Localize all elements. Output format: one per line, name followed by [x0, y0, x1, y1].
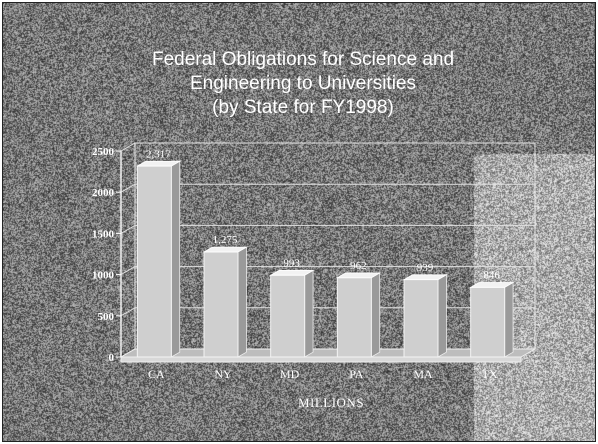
- bar-md: 993: [269, 257, 315, 358]
- y-axis-ticks: 0 500 1000 1500 2000 2500: [92, 146, 121, 364]
- bar-front: [203, 251, 239, 358]
- bar-top: [335, 272, 382, 279]
- bar-side: [304, 269, 314, 358]
- data-label: 993: [283, 257, 300, 269]
- bar-ma: 939: [402, 262, 448, 358]
- bars: 2,317 1,275 993 962 939 846: [135, 148, 515, 358]
- data-label: 2,317: [146, 148, 171, 160]
- x-axis-categories: CA NY MD PA MA TX: [148, 367, 498, 381]
- bar-ny: 1,275: [202, 234, 248, 358]
- bar-top: [135, 160, 182, 167]
- bar-pa: 962: [335, 260, 382, 358]
- gridline-side: [120, 142, 136, 152]
- bar-front: [336, 277, 372, 358]
- bar-front: [403, 279, 439, 358]
- data-label: 962: [350, 260, 367, 272]
- gridline-side: [120, 307, 136, 317]
- y-tick-label: 1500: [92, 228, 115, 240]
- chart-title-line: Engineering to Universities: [190, 73, 416, 94]
- chart-title-line: (by State for FY1998): [212, 97, 394, 118]
- background-texture: [3, 3, 595, 441]
- bar-side: [437, 274, 447, 358]
- bar-tx: 846: [469, 269, 515, 358]
- data-label: 1,275: [213, 234, 238, 246]
- y-tick-label: 500: [98, 311, 115, 323]
- gridline-side: [120, 266, 136, 276]
- floor-edge: [120, 356, 522, 363]
- x-tick-label: MA: [413, 367, 433, 381]
- y-tick-label: 0: [109, 352, 115, 364]
- data-label: 939: [417, 262, 434, 274]
- bar-side: [504, 281, 514, 358]
- x-tick-label: NY: [214, 367, 232, 381]
- bar-chart: Federal Obligations for Science and Engin…: [92, 49, 537, 410]
- bar-top: [202, 246, 248, 253]
- x-tick-label: TX: [482, 367, 498, 381]
- bar-side: [237, 246, 247, 358]
- y-tick-label: 1000: [92, 270, 115, 282]
- x-tick-label: CA: [148, 367, 165, 381]
- bar-ca: 2,317: [135, 148, 182, 358]
- bar-front: [136, 165, 172, 358]
- chart-title: Federal Obligations for Science and Engin…: [152, 49, 454, 118]
- y-tick-label: 2500: [92, 146, 115, 158]
- gridline-side: [120, 224, 136, 234]
- data-label: 846: [483, 269, 500, 281]
- bar-side: [370, 272, 381, 358]
- bar-side: [170, 160, 181, 358]
- bar-front: [270, 274, 306, 358]
- gridline-side: [120, 183, 136, 193]
- bar-top: [402, 274, 448, 281]
- bar-front: [470, 286, 506, 358]
- bar-top: [269, 269, 315, 276]
- x-tick-label: PA: [349, 367, 364, 381]
- y-tick-label: 2000: [92, 187, 115, 199]
- bar-top: [469, 282, 515, 288]
- x-axis-title: MILLIONS: [298, 395, 364, 410]
- chart-title-line: Federal Obligations for Science and: [152, 49, 454, 70]
- x-tick-label: MD: [280, 367, 300, 381]
